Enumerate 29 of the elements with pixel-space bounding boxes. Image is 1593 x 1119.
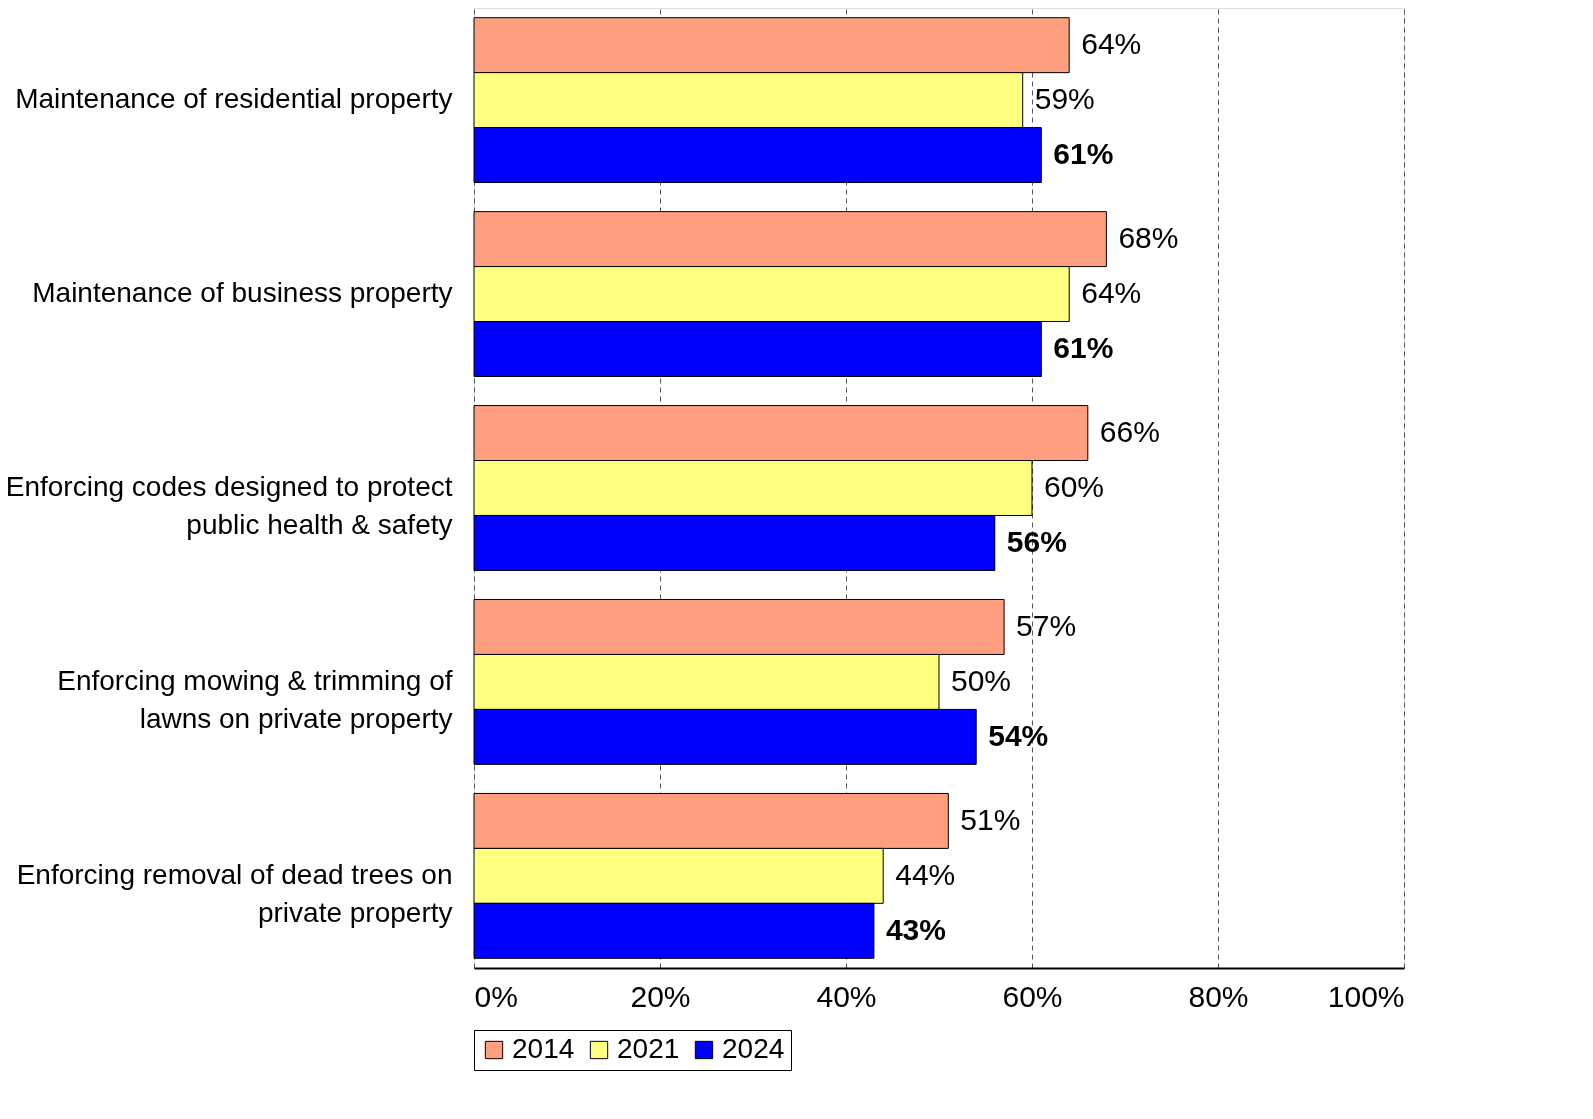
y-tick-label: Enforcing mowing & trimming of lawns on private property — [57, 664, 453, 734]
x-tick-label: 100% — [1327, 979, 1405, 1013]
x-tick-label: 20% — [630, 979, 691, 1013]
data-label: 68% — [1118, 221, 1179, 255]
legend-label: 2014 — [512, 1033, 575, 1064]
data-label: 43% — [885, 912, 946, 946]
data-label: 44% — [895, 857, 956, 891]
data-label: 54% — [988, 718, 1049, 752]
y-tick-label: Maintenance of business property — [32, 277, 453, 309]
data-label: 61% — [1053, 331, 1114, 365]
data-label: 57% — [1016, 608, 1077, 642]
y-tick-label: Maintenance of residential property — [15, 83, 453, 115]
y-tick-label: Enforcing codes designed to protect public health & safety — [5, 471, 453, 540]
data-label: 51% — [960, 802, 1021, 836]
data-label: 56% — [1006, 524, 1067, 558]
data-label: 64% — [1081, 276, 1142, 310]
data-label: 59% — [1034, 82, 1095, 116]
data-label: 61% — [1053, 137, 1114, 171]
data-label: 60% — [1044, 470, 1105, 503]
x-tick-label: 60% — [1002, 979, 1063, 1013]
x-tick-label: 0% — [474, 979, 518, 1013]
x-tick-label: 40% — [816, 979, 877, 1013]
y-tick-label: Enforcing removal of dead trees on private property — [16, 858, 453, 928]
legend-label: 2021 — [617, 1033, 680, 1064]
legend-label: 2024 — [722, 1033, 785, 1064]
data-label: 66% — [1099, 415, 1160, 449]
x-tick-label: 80% — [1188, 979, 1249, 1013]
data-label: 64% — [1081, 27, 1142, 61]
data-label: 50% — [951, 663, 1012, 697]
